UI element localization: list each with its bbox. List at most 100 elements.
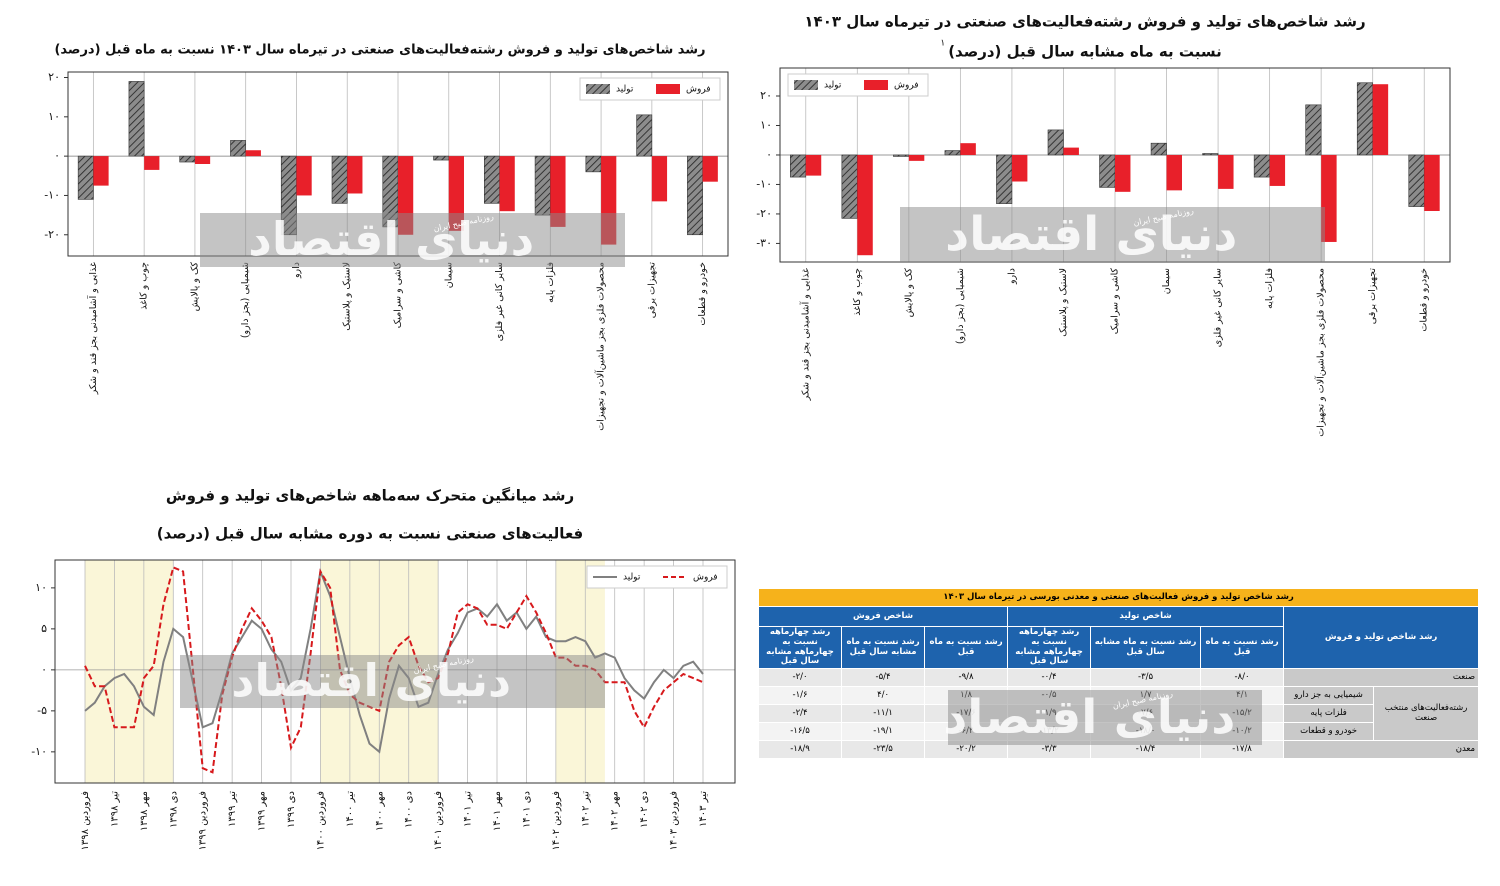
bar <box>1305 104 1322 156</box>
legend-label: تولید <box>616 85 634 95</box>
row-group-label: رشته‌فعالیت‌های منتخب صنعت <box>1373 686 1480 742</box>
bar <box>944 150 961 156</box>
bar <box>857 154 873 256</box>
table-cell: ۴/۱ <box>1200 686 1285 706</box>
watermark-band <box>180 655 605 708</box>
bar <box>433 155 450 161</box>
legend-swatch <box>794 80 818 90</box>
bar <box>1356 82 1373 156</box>
x-tick-label: فلزات پایه <box>545 262 556 303</box>
series-line <box>84 567 704 754</box>
series-line <box>84 566 704 774</box>
x-tick-label: تیر ۱۳۹۸ <box>109 791 120 827</box>
x-tick-label: دی ۱۳۹۹ <box>286 791 297 828</box>
bar <box>893 154 910 157</box>
y-tick-label: ۲۰ <box>48 71 60 84</box>
table-cell: -۸/۰ <box>1200 668 1285 688</box>
legend-label: تولید <box>824 81 842 91</box>
x-tick-label: خودرو و قطعات <box>697 262 708 326</box>
highlight-band <box>320 560 439 783</box>
bar <box>382 155 399 228</box>
y-tick-label: ۰ <box>41 663 47 676</box>
x-tick-label: فروردین ۱۳۹۸ <box>80 791 91 851</box>
header-group: شاخص تولید <box>1007 606 1285 627</box>
bar <box>790 154 807 178</box>
legend-label: فروش <box>686 85 711 95</box>
bar <box>702 156 718 182</box>
y-tick-label: -۲۰ <box>756 207 772 220</box>
x-tick-label: مهر ۱۳۹۸ <box>139 791 150 831</box>
x-tick-label: کاشی و سرامیک <box>393 262 404 329</box>
x-tick-label: چوب و کاغذ <box>139 262 150 310</box>
x-tick-label: مهر ۱۳۹۹ <box>257 791 268 831</box>
bar <box>296 156 312 196</box>
bar <box>960 143 976 155</box>
bar <box>996 154 1013 204</box>
table-cell: -۲/۰ <box>757 668 843 688</box>
table-cell: -۲۳/۵ <box>841 740 926 760</box>
highlight-band <box>555 560 605 783</box>
bar <box>1408 154 1425 207</box>
bar <box>636 114 653 157</box>
legend-label: تولید <box>623 573 641 583</box>
x-tick-label: غذایی و آشامیدنی بجز قند و شکر <box>798 268 811 401</box>
legend-swatch <box>586 84 610 94</box>
bar <box>1321 154 1337 242</box>
x-tick-label: دی ۱۴۰۰ <box>404 791 415 828</box>
x-tick-label: تیر ۱۴۰۱ <box>463 791 474 827</box>
header-cell: رشد نسبت به ماه قبل <box>924 625 1009 670</box>
table-cell: ۱/۷ <box>1090 686 1202 706</box>
x-tick-label: فلزات پایه <box>1264 268 1275 309</box>
table-row: خودرو و قطعات -۱۰/۲ -۱۸/۰ -۱۳/۲ -۶/۲ -۱۹/۱ -۱۶… <box>757 722 1479 742</box>
plot-frame <box>779 67 1451 263</box>
table-cell: -۲۰/۲ <box>924 740 1009 760</box>
legend-label: فروش <box>894 81 919 91</box>
table-cell: -۹/۸ <box>924 668 1009 688</box>
table-cell: -۱/۶ <box>757 686 843 706</box>
legend-label: فروش <box>693 573 718 583</box>
header-cell: رشد چهارماهه نسبت به چهارماهه مشابه سال … <box>757 625 843 670</box>
row-label: فلزات پایه <box>1283 704 1375 724</box>
table-cell: -۲/۴ <box>757 704 843 724</box>
bar <box>841 154 858 219</box>
x-tick-label: مهر ۱۴۰۰ <box>374 791 385 831</box>
legend-box <box>579 77 721 101</box>
y-tick-label: ۱۰ <box>48 110 60 123</box>
x-tick-label: تجهیزات برقی <box>1367 268 1378 325</box>
bar <box>1218 154 1234 189</box>
bar <box>280 155 297 236</box>
table-cell: -۰/۴ <box>1007 668 1092 688</box>
header-cell: رشد چهارماهه نسبت به چهارماهه مشابه سال … <box>1007 625 1092 670</box>
plot-area <box>68 72 728 256</box>
bar <box>1150 142 1167 156</box>
x-tick-label: تیر ۱۴۰۰ <box>345 791 356 827</box>
table-cell: -۱۶/۵ <box>757 722 843 742</box>
header-cell: رشد نسبت به ماه قبل <box>1200 625 1285 670</box>
x-tick-label: لاستیک و پلاستیک <box>342 262 353 331</box>
watermark-tagline: روزنامه صبح ایران <box>413 654 475 676</box>
bar <box>484 155 500 204</box>
chart-subtitle: فعالیت‌های صنعتی نسبت به دوره مشابه سال … <box>157 525 583 543</box>
watermark-tagline: روزنامه صبح ایران <box>433 212 495 234</box>
table-cell: -۳/۵ <box>1090 668 1202 688</box>
y-tick-label: ۱۰ <box>760 118 772 131</box>
x-tick-label: تیر ۱۴۰۲ <box>580 791 591 827</box>
x-tick-label: تجهیزات برقی <box>646 262 657 319</box>
x-tick-label: فروردین ۱۴۰۱ <box>433 791 444 851</box>
x-tick-label: سایر کانی غیر فلزی <box>1213 268 1224 347</box>
x-tick-label: فروردین ۱۴۰۲ <box>551 791 562 851</box>
bar <box>1047 129 1064 156</box>
y-tick-label: ۱۰ <box>35 581 47 594</box>
header-cell: رشد نسبت به ماه مشابه سال قبل <box>1090 625 1202 670</box>
bar <box>179 155 196 163</box>
x-tick-label: محصولات فلزی بجز ماشین‌آلات و تجهیزات <box>594 262 607 431</box>
chart-title: رشد میانگین متحرک سه‌ماهه شاخص‌های تولید… <box>166 487 574 505</box>
table-cell: -۱۷/۸ <box>1200 740 1285 760</box>
plot-area <box>55 560 735 783</box>
bar <box>1269 154 1286 186</box>
table-cell: -۶/۲ <box>924 722 1009 742</box>
bar <box>194 156 211 164</box>
x-tick-label: کاشی و سرامیک <box>1110 268 1121 335</box>
y-tick-label: ۰ <box>766 148 772 161</box>
header-cell: رشد نسبت به ماه مشابه سال قبل <box>841 625 926 670</box>
